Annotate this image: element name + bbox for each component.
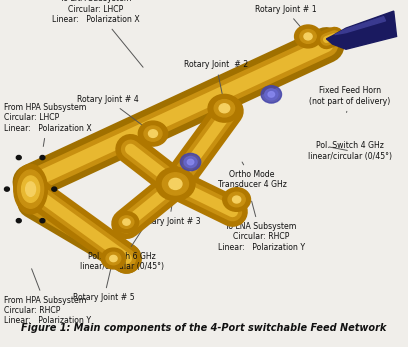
Circle shape — [187, 159, 194, 165]
Circle shape — [169, 178, 182, 189]
Circle shape — [223, 188, 251, 211]
Circle shape — [114, 212, 139, 232]
Circle shape — [40, 219, 45, 223]
Circle shape — [295, 25, 322, 48]
Circle shape — [156, 167, 195, 201]
Text: Fixed Feed Horn
(not part of delivery): Fixed Feed Horn (not part of delivery) — [309, 86, 391, 112]
Circle shape — [106, 252, 121, 265]
Circle shape — [149, 130, 157, 137]
Circle shape — [214, 100, 235, 117]
Text: Figure 1: Main components of the 4-Port switchable Feed Network: Figure 1: Main components of the 4-Port … — [21, 323, 387, 333]
Circle shape — [261, 86, 282, 103]
Circle shape — [40, 155, 45, 160]
Circle shape — [219, 104, 230, 113]
Text: Ortho Mode
Transducer 4 GHz: Ortho Mode Transducer 4 GHz — [218, 162, 286, 189]
Text: To LNA Subsystem
Circular: LHCP
Linear:   Polarization X: To LNA Subsystem Circular: LHCP Linear: … — [52, 0, 143, 67]
Circle shape — [144, 126, 162, 141]
Circle shape — [268, 92, 275, 97]
Circle shape — [180, 153, 201, 171]
Circle shape — [4, 187, 9, 191]
Circle shape — [123, 219, 130, 225]
Polygon shape — [335, 17, 386, 35]
Circle shape — [16, 219, 21, 223]
Text: Rotary Joint # 5: Rotary Joint # 5 — [73, 260, 135, 302]
Circle shape — [138, 121, 168, 146]
Text: Rotary Joint # 4: Rotary Joint # 4 — [77, 95, 147, 128]
Circle shape — [228, 192, 245, 207]
Circle shape — [300, 29, 316, 43]
Text: Pol. Switch 6 GHz
linear/circular (0/45°): Pol. Switch 6 GHz linear/circular (0/45°… — [80, 228, 164, 271]
Text: Pol. Switch 4 GHz
linear/circular (0/45°): Pol. Switch 4 GHz linear/circular (0/45°… — [308, 141, 392, 161]
Polygon shape — [326, 11, 397, 49]
Text: From HPA Subsystem
Circular: LHCP
Linear:   Polarization X: From HPA Subsystem Circular: LHCP Linear… — [4, 103, 92, 146]
Circle shape — [208, 94, 241, 122]
Text: Rotary Joint # 3: Rotary Joint # 3 — [138, 199, 200, 226]
Circle shape — [52, 187, 57, 191]
Circle shape — [233, 196, 241, 203]
Text: Rotary Joint # 1: Rotary Joint # 1 — [255, 5, 317, 34]
Ellipse shape — [18, 170, 44, 208]
Circle shape — [184, 156, 197, 168]
Circle shape — [162, 173, 188, 195]
Circle shape — [101, 248, 126, 269]
Ellipse shape — [26, 182, 35, 196]
Circle shape — [110, 255, 117, 262]
Ellipse shape — [14, 164, 47, 214]
Text: Rotary Joint  # 2: Rotary Joint # 2 — [184, 60, 248, 98]
Circle shape — [16, 155, 21, 160]
Circle shape — [304, 33, 312, 40]
Ellipse shape — [22, 176, 40, 202]
Text: To LNA Subsystem
Circular: RHCP
Linear:   Polarization Y: To LNA Subsystem Circular: RHCP Linear: … — [217, 201, 305, 252]
Circle shape — [119, 216, 134, 228]
Circle shape — [265, 89, 278, 100]
Text: From HPA Subsystem
Circular: RHCP
Linear:   Polarization Y: From HPA Subsystem Circular: RHCP Linear… — [4, 269, 91, 325]
